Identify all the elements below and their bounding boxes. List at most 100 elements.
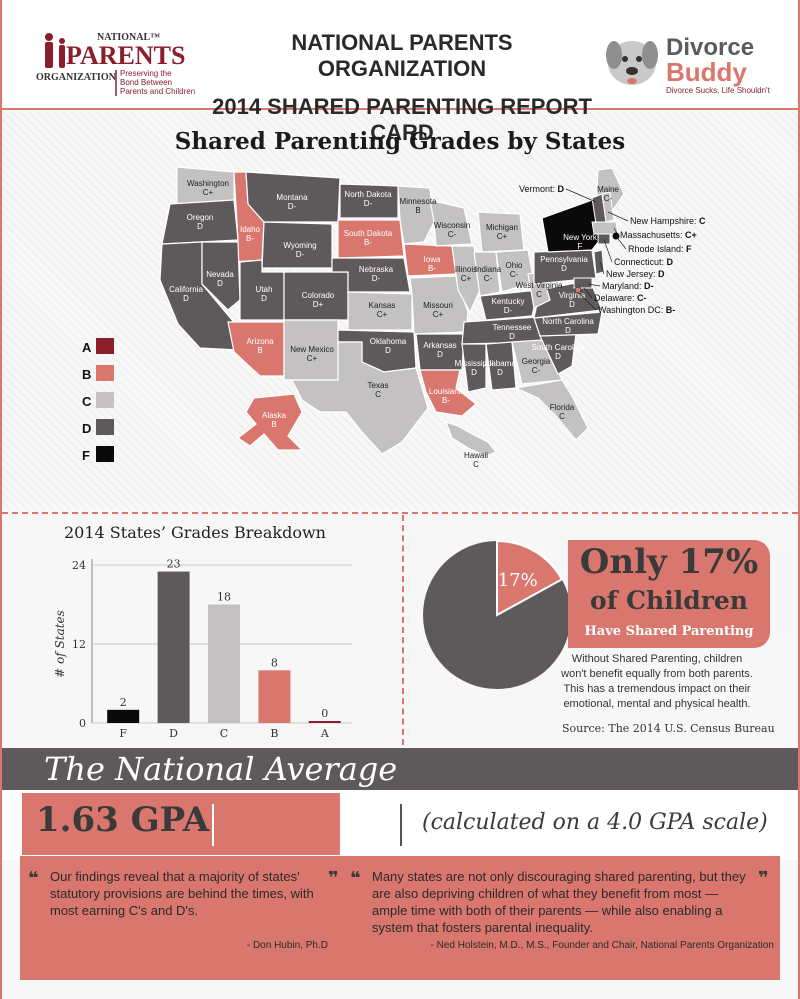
state-name-label: Idaho — [240, 225, 261, 234]
db-logo-tagline: Divorce Sucks, Life Shouldn't — [666, 86, 771, 95]
quote-line: ample time with both of their parents — … — [372, 903, 723, 918]
state-grade-label: D — [565, 326, 571, 335]
grades-bar-chart: 0 12 24 # of States 2 F 23 D 18 C 8 B 0 A — [53, 558, 352, 740]
callout-headline: Only 17% — [579, 542, 759, 582]
open-quote-icon: ❝ — [28, 868, 39, 889]
state-grade-label: D- — [288, 202, 297, 211]
quotes-band — [20, 856, 780, 980]
state-arizona — [227, 321, 285, 377]
state-name-label: West Virginia — [516, 281, 563, 290]
body-line: won't benefit equally from both parents. — [561, 668, 753, 680]
state-name-label: Arizona — [246, 337, 274, 346]
section-divider — [2, 512, 798, 514]
legend-label: C — [82, 394, 92, 409]
state-florida — [513, 379, 589, 441]
state-name-label: Colorado — [302, 291, 335, 300]
npo-logo-parents: PARENTS — [66, 41, 185, 70]
state-name-label: Kentucky — [492, 297, 525, 306]
state-name-label: Montana — [276, 193, 308, 202]
connecticut-shape — [597, 233, 611, 245]
state-grade-label: D — [497, 368, 503, 377]
state-illinois — [451, 245, 481, 314]
report-title-line2: 2014 SHARED PARENTING REPORT CARD — [212, 94, 592, 145]
y-tick-label: 12 — [72, 638, 86, 651]
state-grade-label: C- — [484, 274, 493, 283]
state-louisiana — [419, 369, 477, 417]
state-name-label: South Dakota — [344, 229, 393, 238]
state-grade-label: D+ — [313, 300, 324, 309]
x-tick-label: F — [119, 727, 127, 740]
report-title: NATIONAL PARENTS ORGANIZATION 2014 SHARE… — [207, 30, 597, 146]
state-name-label: New York — [563, 233, 598, 242]
bar-f — [107, 709, 140, 723]
callout-label: Maryland: D- — [602, 281, 654, 291]
y-tick-label: 0 — [79, 717, 86, 730]
state-grade-label: B- — [428, 264, 436, 273]
state-grade-label: C- — [604, 194, 613, 203]
state-name-label: Illinois — [455, 265, 477, 274]
quote-line: most earning C's and D's. — [50, 903, 199, 918]
state-name-label: Iowa — [424, 255, 441, 264]
state-name-label: Missouri — [423, 301, 453, 310]
state-name-label: Louisiana — [429, 387, 464, 396]
dc-dot — [574, 286, 582, 294]
callout-leader-line — [587, 283, 601, 287]
quote-line: statutory provisions are behind the time… — [50, 886, 314, 901]
state-grade-label: D — [471, 368, 477, 377]
npo-logo-tagline-1: Preserving the — [120, 69, 172, 78]
state-name-label: Tennessee — [493, 323, 532, 332]
state-name-label: Florida — [550, 403, 575, 412]
callout-label: Delaware: C- — [594, 293, 647, 303]
state-name-label: Alaska — [262, 411, 287, 420]
callout-tag: Have Shared Parenting — [584, 624, 754, 639]
callout-subhead: of Children — [590, 586, 748, 615]
db-logo-buddy: Buddy — [666, 57, 747, 87]
state-name-label: North Carolina — [542, 317, 594, 326]
national-average-band — [2, 748, 798, 790]
state-name-label: Michigan — [486, 223, 518, 232]
state-name-label: North Dakota — [344, 190, 392, 199]
state-grade-label: D — [509, 332, 515, 341]
callout-state-grade: D — [667, 257, 674, 267]
callout-state-name: Connecticut: — [614, 257, 667, 267]
us-grades-map: WashingtonC+OregonDCaliforniaDIdahoB-Nev… — [159, 166, 706, 469]
map-title: Shared Parenting Grades by States — [174, 128, 626, 155]
npo-logo: NATIONAL™ PARENTS ORGANIZATION Preservin… — [36, 32, 195, 96]
state-grade-label: D — [555, 352, 561, 361]
state-name-label: Maine — [597, 185, 619, 194]
maryland-shape — [573, 277, 593, 289]
state-grade-label: D — [437, 350, 443, 359]
callout-state-name: Washington DC: — [598, 305, 666, 315]
callout-label: Connecticut: D — [614, 257, 674, 267]
state-grade-label: C — [536, 290, 542, 299]
legend-swatch — [96, 419, 114, 435]
y-tick-label: 24 — [72, 559, 86, 572]
state-grade-label: D- — [296, 250, 305, 259]
new-hampshire-shape — [601, 191, 615, 223]
npo-logo-tagline-3: Parents and Children — [120, 87, 195, 96]
state-grade-label: B — [257, 346, 262, 355]
quote-line: are also depriving children of what they… — [372, 886, 719, 901]
bar-a — [308, 721, 341, 723]
state-kentucky — [479, 289, 539, 321]
callout-state-grade: D- — [644, 281, 654, 291]
state-indiana — [473, 251, 501, 297]
scale-separator — [400, 804, 402, 846]
callout-state-grade: C- — [637, 293, 647, 303]
vertical-divider — [402, 515, 404, 745]
state-name-label: Minnesota — [400, 197, 437, 206]
quote-hubin: Our findings reveal that a majority of s… — [50, 868, 350, 919]
bar-value-label: 2 — [120, 696, 127, 709]
callout-state-name: Vermont: — [519, 184, 558, 194]
state-name-label: California — [169, 285, 203, 294]
bar-value-label: 8 — [271, 656, 278, 669]
state-grade-label: D- — [372, 274, 381, 283]
state-grade-label: C — [473, 460, 479, 469]
state-grade-label: C — [375, 390, 381, 399]
state-grade-label: C+ — [307, 354, 318, 363]
legend-label: F — [82, 448, 90, 463]
state-name-label: New Mexico — [290, 345, 334, 354]
state-wisconsin — [429, 199, 473, 247]
callout-state-name: New Hampshire: — [630, 216, 699, 226]
